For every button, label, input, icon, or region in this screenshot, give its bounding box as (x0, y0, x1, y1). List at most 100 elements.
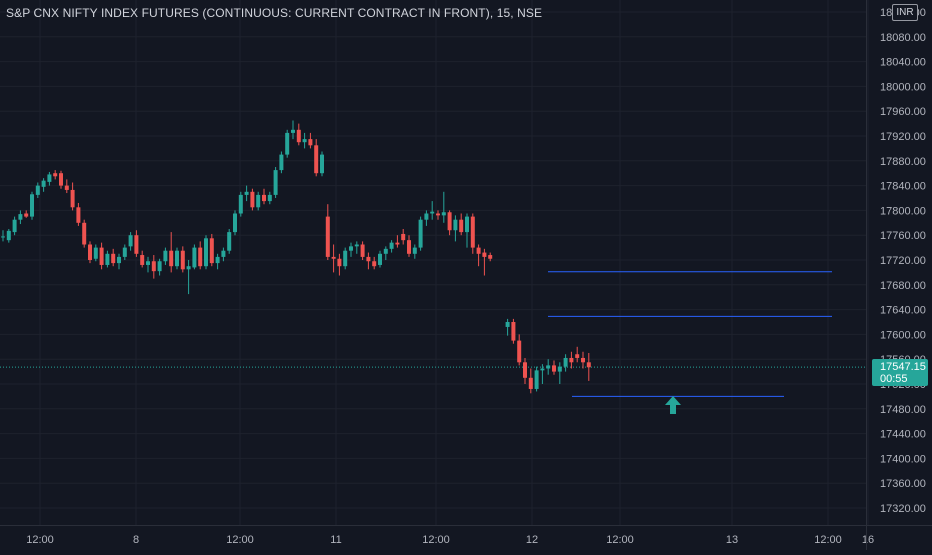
candle-body (488, 255, 493, 259)
candle-body (35, 185, 40, 195)
candle-body (412, 247, 417, 254)
candle-body (569, 357, 574, 363)
candle-body (151, 261, 156, 272)
candle-body (47, 174, 52, 182)
candle-body (53, 173, 58, 177)
candle-body (360, 244, 365, 257)
candle-body (117, 256, 121, 264)
candle-body (59, 173, 63, 186)
candle-body (291, 129, 295, 133)
candle-body (331, 256, 336, 259)
y-tick-label: 17840.00 (880, 181, 926, 193)
x-tick-label: 12:00 (422, 534, 450, 546)
candle-body (70, 189, 75, 208)
y-tick-label: 17640.00 (880, 305, 926, 317)
candle-body (430, 211, 435, 214)
candle-body (41, 180, 46, 187)
candle-body (227, 232, 232, 251)
y-tick-label: 17920.00 (880, 131, 926, 143)
x-tick-label: 13 (726, 534, 738, 546)
candle-body (546, 365, 551, 369)
candle-body (349, 246, 353, 251)
candle-body (552, 365, 556, 372)
candle-body (511, 322, 516, 341)
candle-body (389, 242, 394, 249)
candle-body (401, 233, 406, 241)
candle-body (383, 248, 388, 254)
x-tick-label: 12:00 (226, 534, 254, 546)
candle-body (267, 194, 272, 202)
candle-body (453, 219, 458, 231)
candle-body (586, 362, 591, 368)
candle-body (169, 250, 174, 267)
y-tick-label: 17680.00 (880, 280, 926, 292)
candle-body (407, 240, 411, 254)
candle-body (233, 213, 237, 233)
candle-body (238, 194, 243, 214)
candle-body (418, 219, 423, 248)
candle-body (93, 247, 98, 259)
y-tick-label: 17800.00 (880, 205, 926, 217)
candle-body (140, 255, 145, 265)
candle-body (30, 194, 34, 217)
y-tick-label: 17480.00 (880, 404, 926, 416)
candle-body (1, 236, 5, 238)
y-tick-label: 17880.00 (880, 156, 926, 168)
candle-body (146, 261, 150, 265)
candle-body (557, 366, 562, 372)
candle-body (343, 250, 348, 267)
chart-title: S&P CNX NIFTY INDEX FUTURES (CONTINUOUS:… (6, 6, 543, 20)
candle-body (256, 194, 261, 208)
candle-body (314, 145, 319, 174)
up-arrow-icon (665, 396, 681, 414)
candle-body (157, 261, 162, 272)
candle-body (209, 238, 214, 264)
candle-body (215, 256, 220, 264)
candle-body (575, 354, 580, 358)
candle-body (523, 362, 527, 378)
x-tick-label: 12 (526, 534, 538, 546)
candle-body (12, 219, 17, 233)
x-tick-label: 8 (133, 534, 139, 546)
y-tick-label: 17320.00 (880, 503, 926, 515)
y-tick-label: 18040.00 (880, 57, 926, 69)
candle-body (372, 261, 377, 267)
candle-body (175, 250, 179, 267)
candle-body (296, 129, 301, 143)
candle-body (192, 247, 197, 268)
candle-body (465, 216, 469, 233)
candle-body (476, 247, 481, 254)
candle-body (76, 207, 81, 223)
candle-body (563, 357, 568, 367)
y-tick-label: 17400.00 (880, 453, 926, 465)
currency-badge[interactable]: INR (892, 4, 918, 21)
x-tick-label: 12:00 (26, 534, 54, 546)
candle-body (505, 322, 510, 327)
candle-body (186, 266, 191, 270)
candle-body (24, 213, 29, 217)
x-tick-label: 12:00 (606, 534, 634, 546)
candle-body (88, 244, 92, 260)
candle-body (273, 170, 278, 195)
x-tick-label: 12:00 (814, 534, 842, 546)
candle-body (82, 222, 87, 245)
candle-body (470, 216, 475, 248)
candle-body (436, 213, 440, 216)
candle-body (517, 340, 522, 363)
candle-body (308, 139, 313, 146)
candle-body (198, 247, 203, 267)
x-tick-label: 11 (330, 534, 341, 546)
candle-body (325, 216, 330, 257)
candle-body (378, 253, 382, 265)
last-price-badge: 17547.15 00:55 (872, 359, 928, 386)
candle-body (482, 252, 487, 257)
y-tick-label: 17760.00 (880, 230, 926, 242)
candle-body (128, 235, 133, 247)
candle-body (528, 377, 533, 389)
candle-body (180, 250, 185, 270)
candle-body (18, 214, 23, 220)
candle-body (302, 139, 307, 143)
y-tick-label: 17720.00 (880, 255, 926, 267)
